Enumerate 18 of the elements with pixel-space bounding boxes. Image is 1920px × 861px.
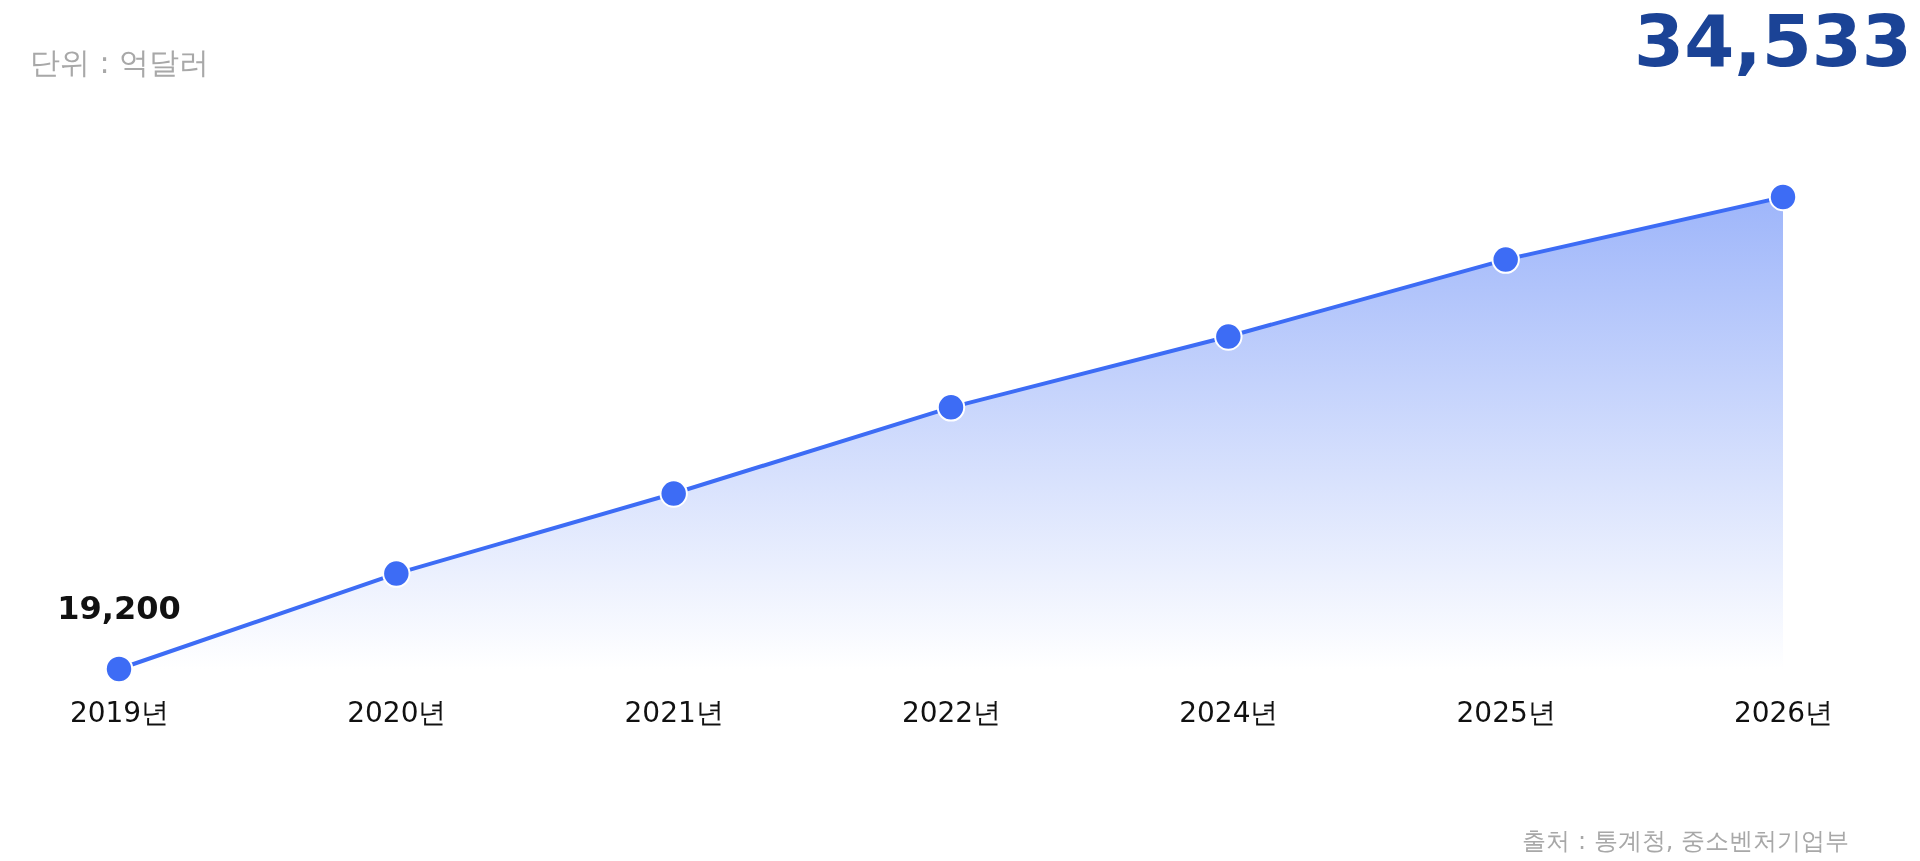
text: 단위 : 억달러 <box>30 45 210 80</box>
point <box>1491 245 1520 274</box>
data-label: 34,533 <box>1634 0 1912 83</box>
point <box>104 654 134 684</box>
x-tick-label: 2019년 <box>69 695 170 729</box>
point <box>1214 322 1243 351</box>
x-tick-label: 2022년 <box>901 695 1002 729</box>
x-tick-label: 2020년 <box>347 695 447 729</box>
annotation: 출처 : 통계청, 중소벤처기업부 <box>1522 827 1849 855</box>
x-tick-label: 2025년 <box>1456 695 1556 729</box>
point <box>936 393 966 422</box>
x-tick-label: 2024년 <box>1179 695 1279 729</box>
data-label: 19,200 <box>57 589 181 627</box>
x-tick-label: 2026년 <box>1733 695 1834 729</box>
point <box>659 479 688 508</box>
point <box>382 559 411 588</box>
x-tick-label: 2021년 <box>624 695 724 729</box>
point <box>1768 182 1798 212</box>
